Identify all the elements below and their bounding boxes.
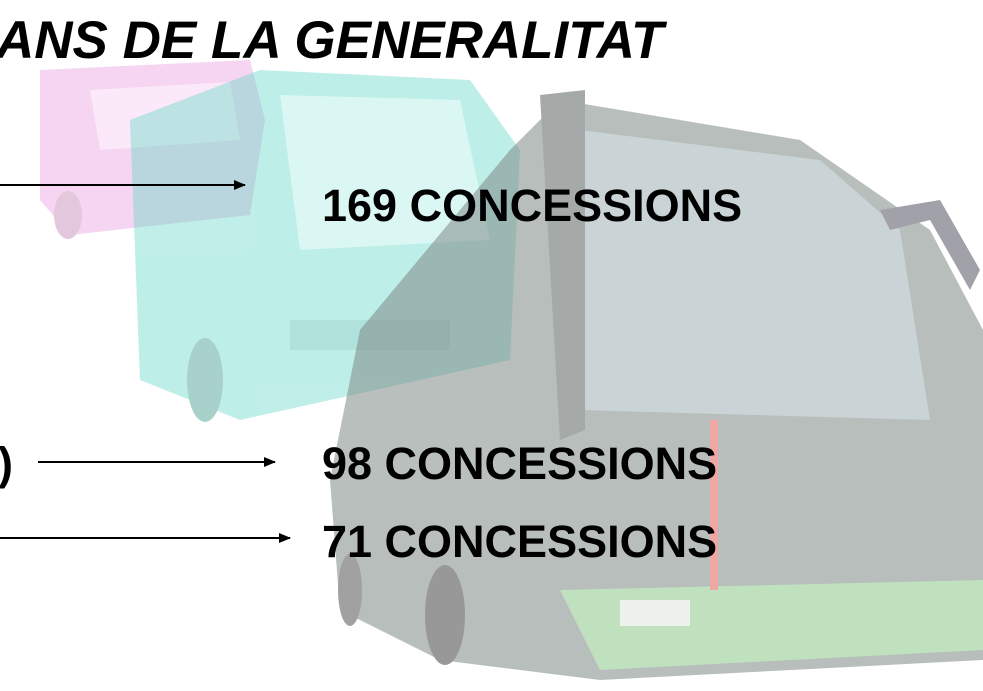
item-lead: ) — [0, 438, 13, 489]
item-label: 169 CONCESSIONS — [322, 180, 742, 231]
background-buses — [40, 60, 983, 680]
slide-title: ANS DE LA GENERALITAT — [0, 11, 668, 70]
slide: ANS DE LA GENERALITAT 169 CONCESSIONS ) … — [0, 0, 983, 691]
item-label: 98 CONCESSIONS — [322, 438, 717, 489]
item-label: 71 CONCESSIONS — [322, 516, 717, 567]
